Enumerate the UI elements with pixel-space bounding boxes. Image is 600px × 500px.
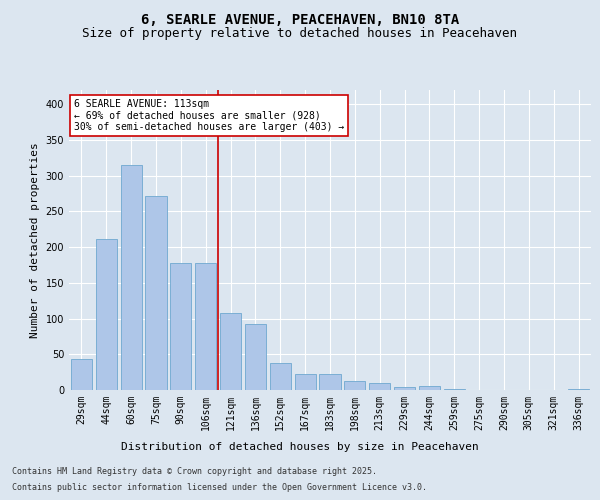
Text: 6 SEARLE AVENUE: 113sqm
← 69% of detached houses are smaller (928)
30% of semi-d: 6 SEARLE AVENUE: 113sqm ← 69% of detache…: [74, 99, 344, 132]
Text: Size of property relative to detached houses in Peacehaven: Size of property relative to detached ho…: [83, 28, 517, 40]
Bar: [344, 380, 365, 390]
Bar: [394, 387, 415, 390]
Bar: [270, 363, 291, 390]
Bar: [121, 165, 142, 390]
Text: Distribution of detached houses by size in Peacehaven: Distribution of detached houses by size …: [121, 442, 479, 452]
Bar: [319, 374, 341, 390]
Bar: [96, 240, 117, 390]
Bar: [369, 383, 390, 390]
Bar: [419, 386, 440, 390]
Bar: [170, 263, 191, 390]
Text: Contains public sector information licensed under the Open Government Licence v3: Contains public sector information licen…: [12, 484, 427, 492]
Bar: [220, 313, 241, 390]
Bar: [295, 374, 316, 390]
Text: 6, SEARLE AVENUE, PEACEHAVEN, BN10 8TA: 6, SEARLE AVENUE, PEACEHAVEN, BN10 8TA: [141, 12, 459, 26]
Text: Contains HM Land Registry data © Crown copyright and database right 2025.: Contains HM Land Registry data © Crown c…: [12, 468, 377, 476]
Y-axis label: Number of detached properties: Number of detached properties: [30, 142, 40, 338]
Bar: [245, 324, 266, 390]
Bar: [145, 196, 167, 390]
Bar: [195, 263, 216, 390]
Bar: [71, 360, 92, 390]
Bar: [568, 388, 589, 390]
